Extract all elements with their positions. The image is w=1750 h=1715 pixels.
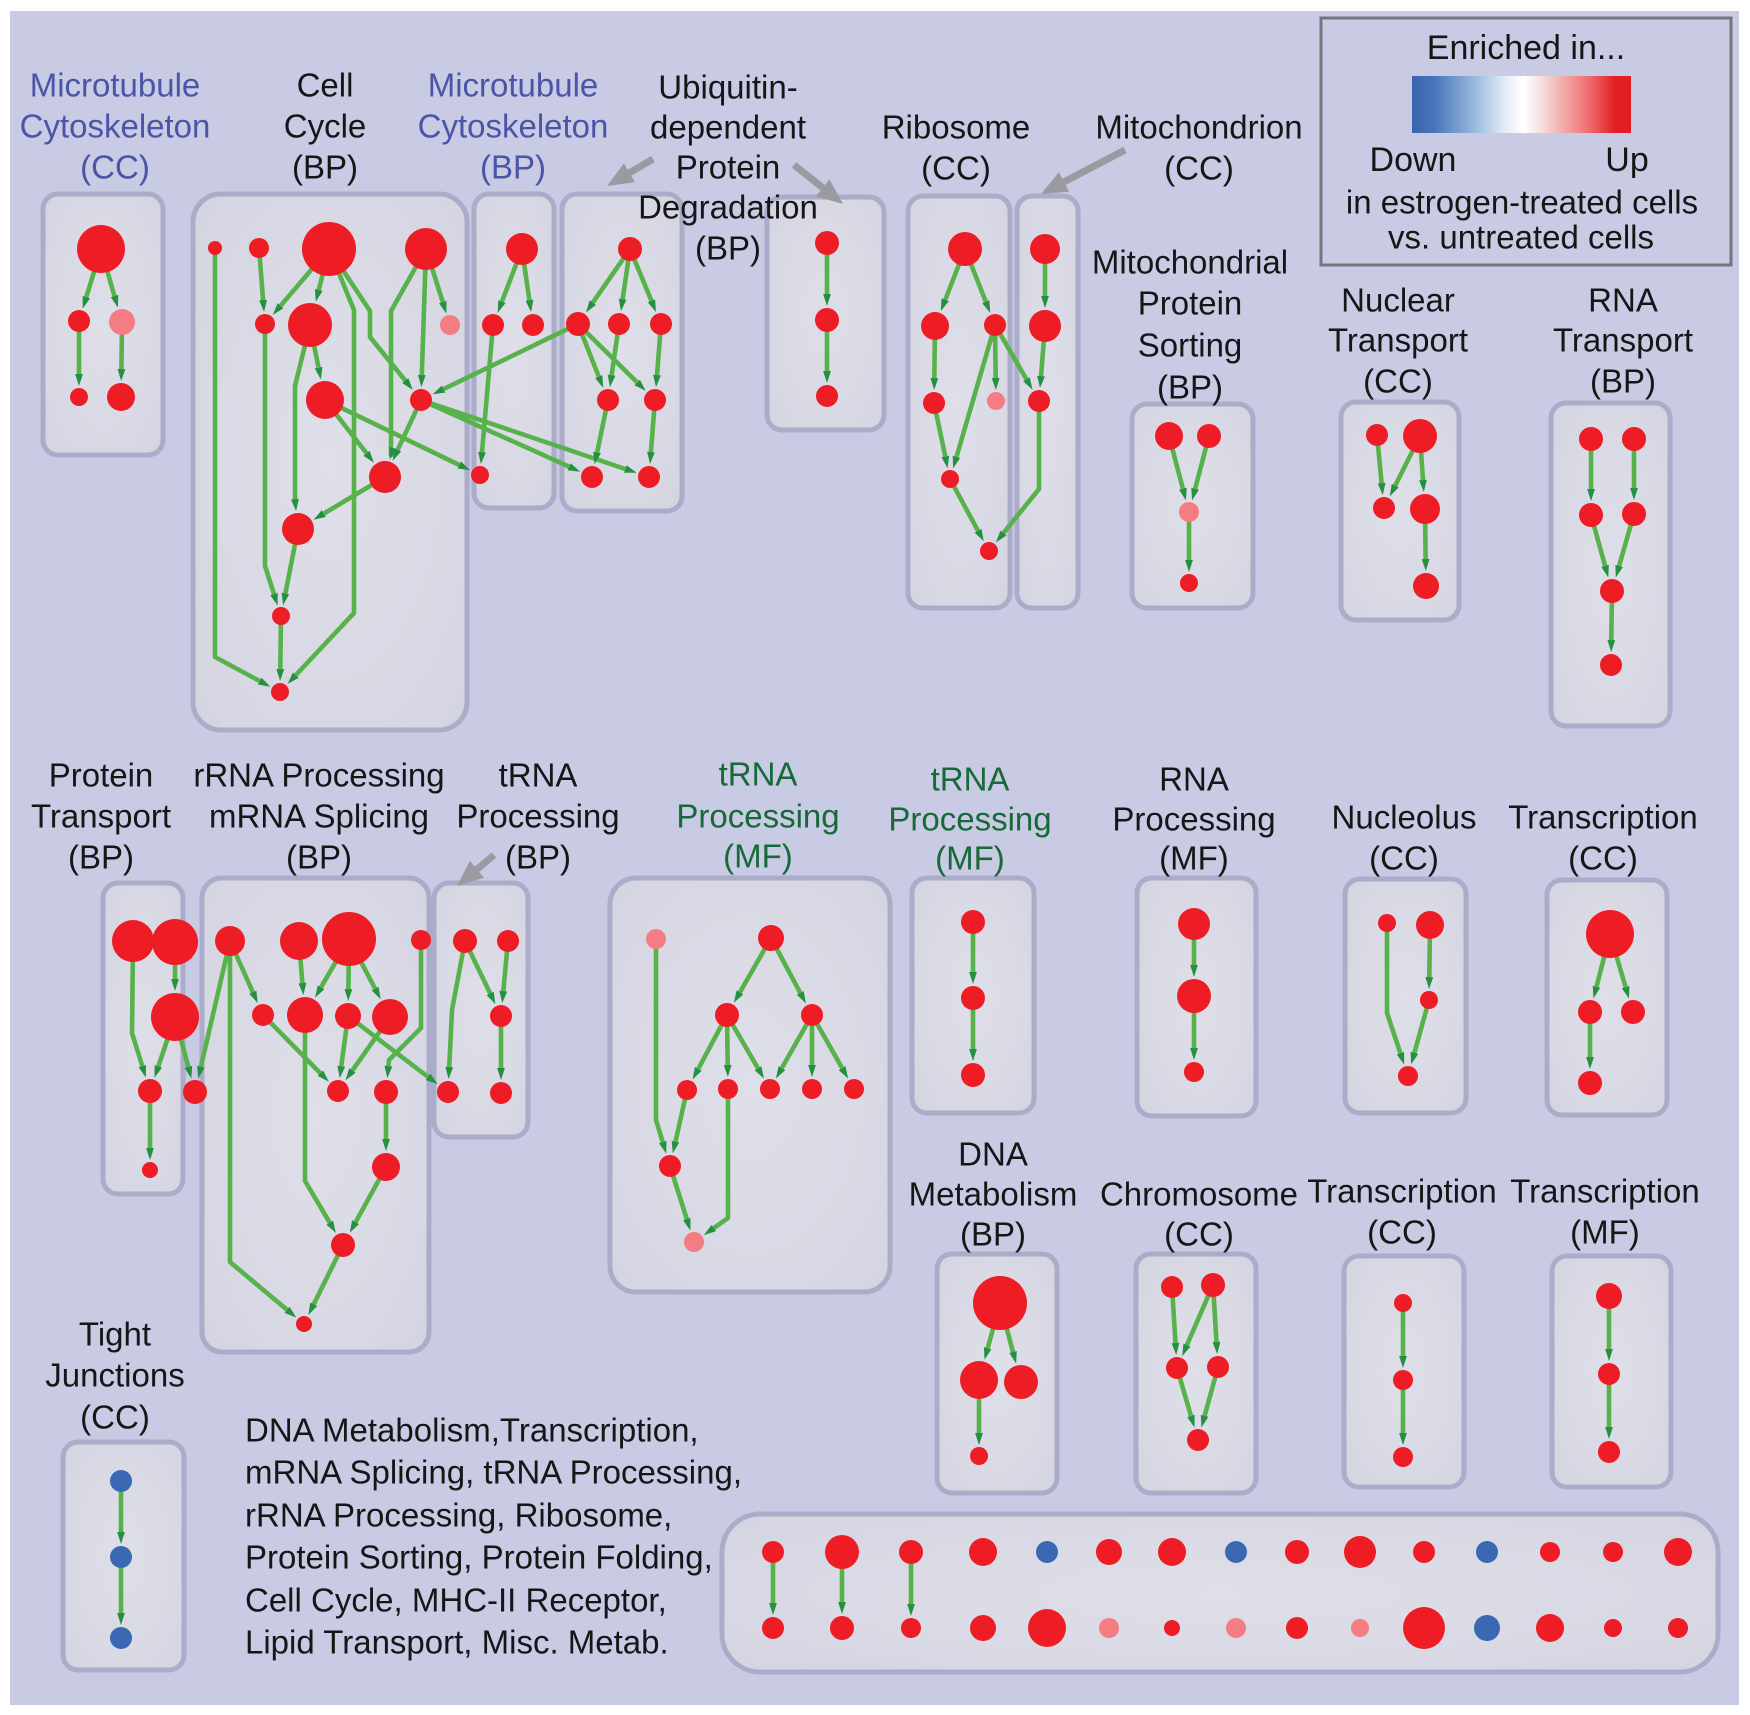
svg-text:(BP): (BP) bbox=[505, 839, 571, 876]
svg-text:tRNA: tRNA bbox=[931, 761, 1010, 798]
svg-text:RNA: RNA bbox=[1159, 761, 1229, 798]
svg-text:(CC): (CC) bbox=[921, 150, 991, 187]
svg-text:RNA: RNA bbox=[1588, 282, 1658, 319]
svg-text:Microtubule: Microtubule bbox=[30, 67, 201, 104]
svg-text:Chromosome: Chromosome bbox=[1100, 1176, 1298, 1213]
svg-text:dependent: dependent bbox=[650, 109, 806, 146]
svg-text:(BP): (BP) bbox=[960, 1216, 1026, 1253]
svg-text:Mitochondrion: Mitochondrion bbox=[1095, 109, 1302, 146]
svg-text:(BP): (BP) bbox=[1157, 369, 1223, 406]
svg-text:Transcription: Transcription bbox=[1510, 1173, 1700, 1210]
svg-text:Transport: Transport bbox=[1328, 322, 1468, 359]
svg-text:(BP): (BP) bbox=[286, 839, 352, 876]
svg-text:tRNA: tRNA bbox=[719, 756, 798, 793]
svg-text:Mitochondrial: Mitochondrial bbox=[1092, 244, 1288, 281]
svg-text:Nucleolus: Nucleolus bbox=[1332, 799, 1477, 836]
svg-text:Ubiquitin-: Ubiquitin- bbox=[658, 69, 797, 106]
svg-text:Processing: Processing bbox=[888, 801, 1051, 838]
svg-text:(CC): (CC) bbox=[1369, 840, 1439, 877]
svg-text:Transcription: Transcription bbox=[1508, 799, 1698, 836]
svg-text:Down: Down bbox=[1370, 141, 1457, 179]
svg-text:(MF): (MF) bbox=[935, 840, 1005, 877]
svg-text:Protein Sorting, Protein Foldi: Protein Sorting, Protein Folding, bbox=[245, 1539, 713, 1576]
svg-text:Sorting: Sorting bbox=[1138, 327, 1243, 364]
svg-text:mRNA Splicing, tRNA Processing: mRNA Splicing, tRNA Processing, bbox=[245, 1454, 742, 1491]
svg-text:Cytoskeleton: Cytoskeleton bbox=[418, 108, 609, 145]
svg-text:Microtubule: Microtubule bbox=[428, 67, 599, 104]
svg-text:(CC): (CC) bbox=[80, 1399, 150, 1436]
svg-text:DNA: DNA bbox=[958, 1136, 1028, 1173]
svg-text:Enriched in...: Enriched in... bbox=[1427, 29, 1625, 67]
svg-text:Transcription: Transcription bbox=[1307, 1173, 1497, 1210]
svg-text:Transport: Transport bbox=[31, 798, 171, 835]
svg-text:Nuclear: Nuclear bbox=[1341, 282, 1455, 319]
svg-text:mRNA Splicing: mRNA Splicing bbox=[209, 798, 429, 835]
svg-text:(MF): (MF) bbox=[723, 838, 793, 875]
svg-text:Degradation: Degradation bbox=[638, 189, 818, 226]
svg-text:rRNA Processing, Ribosome,: rRNA Processing, Ribosome, bbox=[245, 1497, 672, 1534]
svg-text:(BP): (BP) bbox=[480, 149, 546, 186]
svg-text:tRNA: tRNA bbox=[499, 757, 578, 794]
svg-text:Junctions: Junctions bbox=[45, 1357, 184, 1394]
svg-text:Cytoskeleton: Cytoskeleton bbox=[20, 108, 211, 145]
svg-text:(BP): (BP) bbox=[1590, 363, 1656, 400]
svg-text:(MF): (MF) bbox=[1159, 840, 1229, 877]
svg-text:Ribosome: Ribosome bbox=[882, 109, 1031, 146]
svg-text:Protein: Protein bbox=[49, 757, 154, 794]
svg-text:Processing: Processing bbox=[676, 798, 839, 835]
svg-text:DNA Metabolism,Transcription,: DNA Metabolism,Transcription, bbox=[245, 1412, 699, 1449]
svg-text:(BP): (BP) bbox=[695, 230, 761, 267]
svg-text:in estrogen-treated cells: in estrogen-treated cells bbox=[1346, 184, 1698, 221]
svg-text:(MF): (MF) bbox=[1570, 1214, 1640, 1251]
svg-text:(CC): (CC) bbox=[1363, 363, 1433, 400]
svg-text:(BP): (BP) bbox=[68, 839, 134, 876]
svg-text:(CC): (CC) bbox=[1367, 1214, 1437, 1251]
svg-text:Cycle: Cycle bbox=[284, 108, 367, 145]
svg-text:(CC): (CC) bbox=[80, 149, 150, 186]
svg-text:Cell: Cell bbox=[297, 67, 354, 104]
svg-text:(CC): (CC) bbox=[1164, 1216, 1234, 1253]
svg-text:Protein: Protein bbox=[676, 149, 781, 186]
svg-text:(CC): (CC) bbox=[1568, 840, 1638, 877]
svg-text:Processing: Processing bbox=[1112, 801, 1275, 838]
svg-text:vs. untreated cells: vs. untreated cells bbox=[1388, 219, 1654, 256]
svg-text:Processing: Processing bbox=[456, 798, 619, 835]
svg-text:Lipid Transport, Misc. Metab.: Lipid Transport, Misc. Metab. bbox=[245, 1624, 669, 1661]
svg-text:Protein: Protein bbox=[1138, 285, 1243, 322]
svg-text:(BP): (BP) bbox=[292, 149, 358, 186]
svg-text:Transport: Transport bbox=[1553, 322, 1693, 359]
svg-text:rRNA Processing: rRNA Processing bbox=[193, 757, 444, 794]
svg-text:Cell Cycle, MHC-II Receptor,: Cell Cycle, MHC-II Receptor, bbox=[245, 1582, 667, 1619]
svg-text:Metabolism: Metabolism bbox=[909, 1176, 1078, 1213]
svg-text:Up: Up bbox=[1605, 141, 1648, 179]
svg-text:Tight: Tight bbox=[79, 1316, 151, 1353]
svg-text:(CC): (CC) bbox=[1164, 150, 1234, 187]
